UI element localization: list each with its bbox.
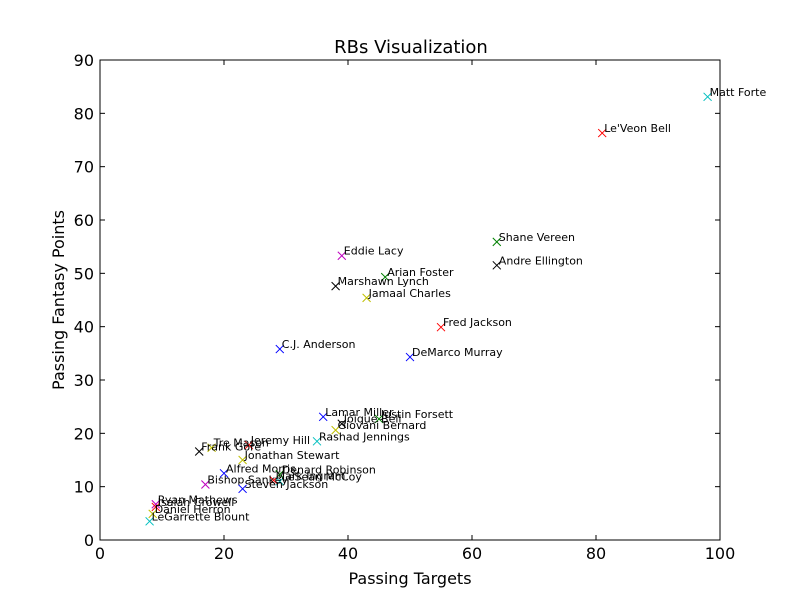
point-label: Justin Forsett [380,408,454,421]
data-point [275,344,285,354]
data-point [703,92,712,102]
y-axis: 0 10 20 30 40 50 60 70 80 90 [74,51,720,550]
point-label: Bishop Sankey [207,474,288,487]
point-label: Joique Bell [343,413,402,426]
y-tick-label: 90 [74,51,94,70]
point-label: Eddie Lacy [344,245,404,258]
point-label: Denard Robinson [282,463,376,476]
data-point [331,425,340,435]
data-point [244,440,254,450]
data-point [597,128,607,138]
data-point [151,499,161,509]
point-label: Giovani Bernard [338,419,427,432]
point-label: LeSean McCoy [282,470,363,483]
point-label: Ryan Mathews [158,493,238,506]
data-point [362,293,371,303]
point-label: Frank Gore [201,440,261,453]
y-tick-label: 30 [74,371,94,390]
data-point [275,476,285,486]
y-tick-label: 50 [74,264,94,283]
y-tick-label: 0 [84,531,94,550]
x-tick-label: 100 [705,544,736,563]
point-label: Tre Mason [213,437,269,450]
point-label: Andre Ellington [499,254,583,267]
data-point [337,251,347,261]
data-point [238,484,247,494]
x-tick-label: 80 [586,544,606,563]
point-label: Marshawn Lynch [338,275,429,288]
chart-title: RBs Visualization [334,37,488,58]
data-point [380,272,390,282]
point-label: DeMarco Murray [412,346,503,359]
point-label: Arian Foster [387,266,454,279]
x-tick-label: 40 [338,544,358,563]
y-tick-label: 60 [74,211,94,230]
data-point [318,412,328,422]
plot-area: Matt Forte Le'Veon Bell Shane Vereen Andre … [145,86,767,526]
point-label: Shane Vereen [499,231,575,244]
point-label: Le'Veon Bell [604,122,671,135]
data-point [151,502,161,512]
point-label: Steven Jackson [245,478,329,491]
y-tick-label: 80 [74,104,94,123]
point-label: Daniel Herron [155,503,231,516]
x-axis: 0 20 40 60 80 100 [95,60,735,563]
point-label: Lamar Miller [325,406,394,419]
y-tick-label: 10 [74,478,94,497]
x-tick-label: 20 [214,544,234,563]
data-point [238,455,247,465]
point-label: Mark Ingram [276,469,346,482]
data-point [207,443,216,453]
point-label: LeGarrette Blount [152,510,251,523]
point-label: C.J. Anderson [282,338,356,351]
point-label: Rashad Jennings [319,430,410,443]
data-point [201,480,210,489]
data-point [405,352,415,362]
point-label: Jonathan Stewart [244,449,341,462]
data-point [145,516,154,526]
y-tick-label: 70 [74,158,94,177]
data-point [312,436,322,446]
data-point [492,237,502,247]
x-tick-label: 0 [95,544,105,563]
point-label: Alfred Morris [226,462,296,475]
y-axis-label: Passing Fantasy Points [49,210,68,390]
x-tick-label: 60 [462,544,482,563]
data-point [374,414,384,424]
y-tick-label: 20 [74,424,94,443]
y-tick-label: 40 [74,318,94,337]
data-point [492,260,502,270]
point-label: Jeremy Hill [250,434,310,447]
data-point [194,447,204,456]
x-axis-label: Passing Targets [348,569,471,588]
point-label: Jamaal Charles [368,287,451,300]
data-point [331,281,340,291]
point-label: Matt Forte [710,86,767,99]
data-point [219,468,229,478]
plot-frame [99,59,721,541]
point-label: Isaiah Crowell [158,496,235,509]
data-point [436,322,446,332]
data-point [148,509,158,519]
point-label: Fred Jackson [443,316,512,329]
